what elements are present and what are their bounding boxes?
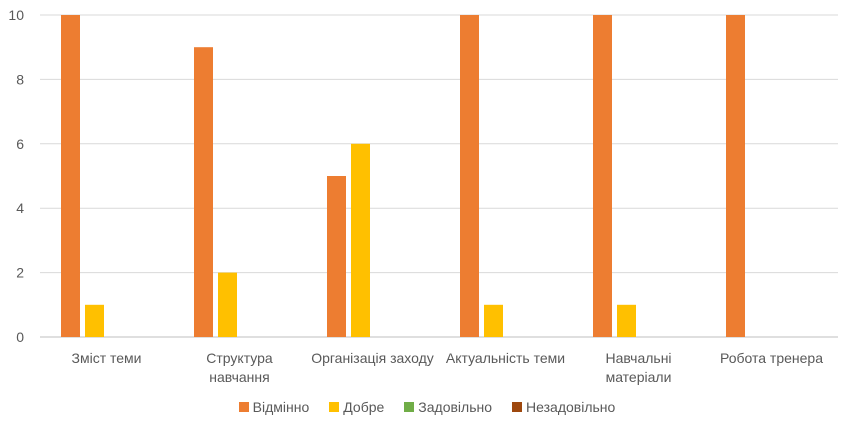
legend-swatch <box>238 402 249 412</box>
legend-swatch <box>329 402 340 412</box>
x-tick-label: Організація заходу <box>311 350 434 366</box>
legend-item: Задовільно <box>404 399 492 415</box>
y-tick-label: 10 <box>8 7 24 23</box>
legend-item: Відмінно <box>238 399 310 415</box>
bar <box>726 15 745 337</box>
legend-label: Незадовільно <box>526 399 616 415</box>
y-tick-label: 2 <box>16 265 24 281</box>
x-tick-label: Робота тренера <box>719 350 823 366</box>
legend-swatch <box>512 402 523 412</box>
y-tick-label: 6 <box>16 136 24 152</box>
bar <box>61 15 80 337</box>
legend-item: Незадовільно <box>512 399 615 415</box>
x-tick-label: Зміст теми <box>71 350 142 366</box>
x-tick-label: Навчальні матеріали <box>605 350 672 385</box>
bar <box>617 304 636 337</box>
x-tick-label: Структура навчання <box>206 350 273 385</box>
legend-label: Добре <box>343 399 385 415</box>
y-tick-label: 4 <box>16 200 24 216</box>
legend-swatch <box>404 402 415 412</box>
bar <box>351 143 370 337</box>
bar <box>218 272 237 337</box>
bar <box>484 304 503 337</box>
x-tick-label: Актуальність теми <box>445 350 566 366</box>
legend-item: Добре <box>329 399 384 415</box>
bar <box>194 47 213 337</box>
legend-label: Задовільно <box>418 399 493 415</box>
y-tick-label: 0 <box>16 329 24 345</box>
bar <box>460 15 479 337</box>
legend: Відмінно Добре Задовільно Незадовільно <box>0 399 854 415</box>
bar <box>593 15 612 337</box>
legend-label: Відмінно <box>252 399 310 415</box>
bar <box>327 176 346 337</box>
y-tick-label: 8 <box>16 71 24 87</box>
bar <box>85 304 104 337</box>
